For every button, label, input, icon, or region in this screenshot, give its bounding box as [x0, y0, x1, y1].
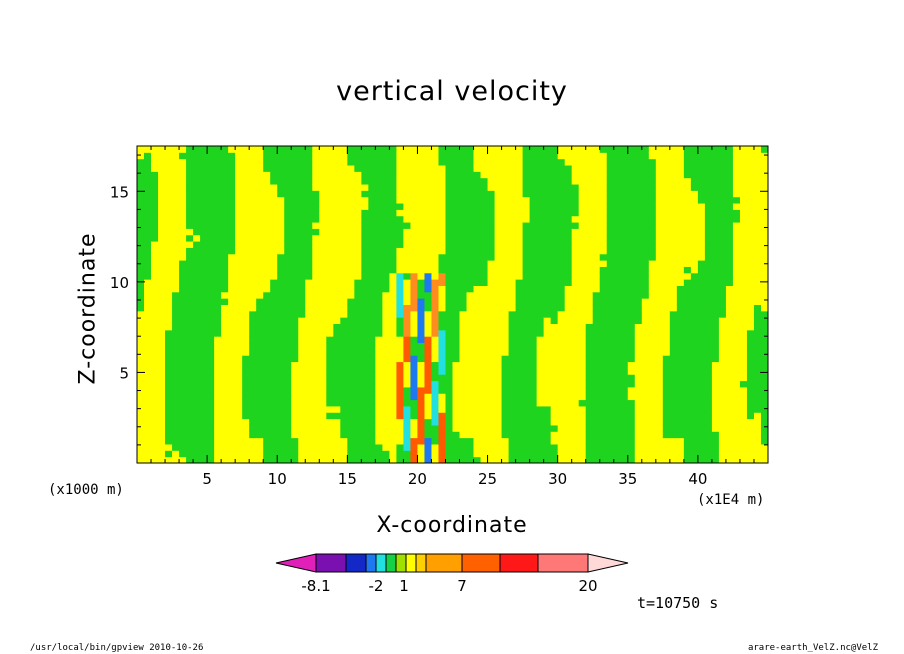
colorbar-extend-high: [587, 553, 629, 573]
colorbar-label: 20: [578, 577, 597, 595]
colorbar: -8.1 -2 1 7 20: [275, 553, 629, 595]
colorbar-swatch: [385, 553, 397, 573]
y-tick-label: 5: [119, 364, 129, 382]
colorbar-label: 1: [399, 577, 409, 595]
y-tick-label: 10: [110, 274, 129, 292]
colorbar-swatch: [365, 553, 377, 573]
colorbar-swatch: [499, 553, 539, 573]
footer-source: arare-earth_VelZ.nc@VelZ: [747, 643, 878, 653]
x-tick-label: 5: [202, 470, 212, 488]
x-tick-label: 35: [618, 470, 637, 488]
colorbar-swatch: [345, 553, 367, 573]
x-axis-label: X-coordinate: [376, 513, 528, 538]
x-unit-note: (x1000 m): [48, 482, 124, 498]
x-tick-label: 20: [408, 470, 427, 488]
colorbar-swatch: [405, 553, 417, 573]
plot-frame: [136, 145, 769, 464]
x-tick-label: 15: [338, 470, 357, 488]
colorbar-swatch: [375, 553, 387, 573]
x-tick-label: 30: [548, 470, 567, 488]
x-tick-label: 25: [478, 470, 497, 488]
colorbar-swatch: [461, 553, 501, 573]
chart-title: vertical velocity: [336, 76, 568, 107]
colorbar-label: 7: [457, 577, 467, 595]
colorbar-extend-low: [275, 553, 317, 573]
x-scale-note: (x1E4 m): [697, 492, 765, 508]
colorbar-swatch: [395, 553, 407, 573]
time-annotation: t=10750 s: [637, 594, 719, 612]
colorbar-label: -8.1: [301, 577, 330, 595]
footer-program: /usr/local/bin/gpview 2010-10-26: [30, 643, 204, 653]
colorbar-swatch: [537, 553, 589, 573]
colorbar-swatch: [315, 553, 347, 573]
colorbar-swatch: [415, 553, 427, 573]
colorbar-swatch: [425, 553, 463, 573]
colorbar-label: -2: [369, 577, 384, 595]
x-tick-label: 10: [268, 470, 287, 488]
y-tick-label: 15: [110, 183, 129, 201]
y-axis-label: Z-coordinate: [75, 232, 101, 385]
x-tick-label: 40: [688, 470, 707, 488]
